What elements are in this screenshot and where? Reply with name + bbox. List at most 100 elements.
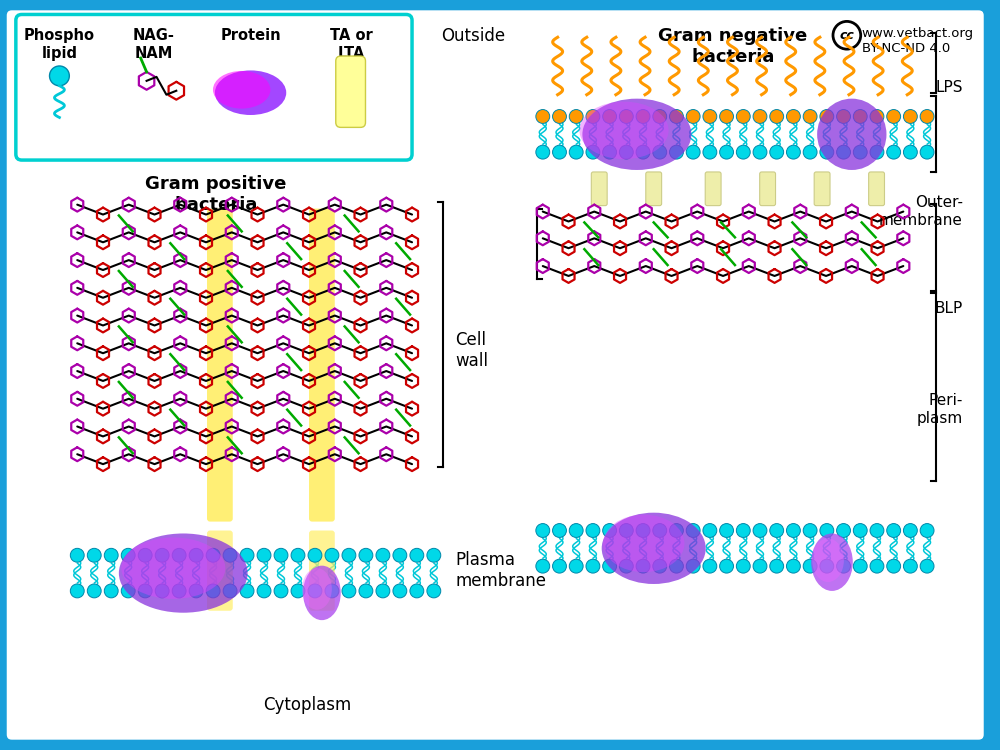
Circle shape: [686, 146, 700, 159]
Text: Outer-
membrane: Outer- membrane: [879, 195, 963, 228]
FancyBboxPatch shape: [207, 530, 233, 610]
Circle shape: [720, 524, 734, 538]
Text: Gram positive
bacteria: Gram positive bacteria: [145, 175, 287, 214]
Text: Phospho
lipid: Phospho lipid: [24, 28, 95, 61]
Circle shape: [720, 560, 734, 573]
Circle shape: [172, 548, 186, 562]
Circle shape: [853, 524, 867, 538]
Circle shape: [736, 146, 750, 159]
Circle shape: [887, 110, 901, 124]
Circle shape: [308, 584, 322, 598]
Circle shape: [569, 146, 583, 159]
Circle shape: [803, 524, 817, 538]
Ellipse shape: [213, 71, 270, 109]
Circle shape: [87, 548, 101, 562]
Circle shape: [536, 146, 550, 159]
Circle shape: [670, 146, 683, 159]
Text: Plasma
membrane: Plasma membrane: [456, 550, 547, 590]
Circle shape: [359, 584, 373, 598]
Circle shape: [342, 548, 356, 562]
Circle shape: [753, 524, 767, 538]
Circle shape: [536, 110, 550, 124]
Circle shape: [410, 584, 424, 598]
Circle shape: [653, 110, 667, 124]
Circle shape: [786, 110, 800, 124]
Circle shape: [853, 146, 867, 159]
Circle shape: [636, 110, 650, 124]
Text: www.vetbact.org
BY-NC-ND 4.0: www.vetbact.org BY-NC-ND 4.0: [862, 27, 974, 56]
Circle shape: [393, 584, 407, 598]
Circle shape: [206, 548, 220, 562]
Circle shape: [653, 146, 667, 159]
Circle shape: [536, 560, 550, 573]
Circle shape: [786, 524, 800, 538]
Circle shape: [155, 548, 169, 562]
Circle shape: [619, 524, 633, 538]
FancyBboxPatch shape: [16, 14, 412, 160]
Circle shape: [837, 524, 850, 538]
FancyBboxPatch shape: [646, 172, 662, 206]
Circle shape: [736, 110, 750, 124]
Circle shape: [920, 560, 934, 573]
Circle shape: [553, 524, 566, 538]
Circle shape: [172, 584, 186, 598]
Circle shape: [636, 560, 650, 573]
Ellipse shape: [603, 514, 684, 572]
Circle shape: [121, 548, 135, 562]
Circle shape: [820, 524, 834, 538]
Circle shape: [903, 110, 917, 124]
Circle shape: [703, 524, 717, 538]
Circle shape: [104, 584, 118, 598]
Ellipse shape: [121, 538, 225, 598]
Circle shape: [753, 110, 767, 124]
Circle shape: [619, 560, 633, 573]
Text: LPS: LPS: [935, 80, 963, 95]
Circle shape: [586, 524, 600, 538]
Circle shape: [536, 524, 550, 538]
Circle shape: [603, 524, 617, 538]
Circle shape: [223, 548, 237, 562]
Text: Outside: Outside: [441, 27, 506, 45]
Text: Gram negative
bacteria: Gram negative bacteria: [658, 27, 808, 66]
Text: Cytoplasm: Cytoplasm: [263, 696, 351, 714]
Ellipse shape: [817, 99, 886, 170]
Circle shape: [753, 146, 767, 159]
Ellipse shape: [812, 538, 844, 582]
Circle shape: [770, 146, 784, 159]
Circle shape: [410, 548, 424, 562]
Circle shape: [670, 524, 683, 538]
Ellipse shape: [119, 533, 248, 613]
Ellipse shape: [215, 70, 286, 115]
Circle shape: [121, 584, 135, 598]
Circle shape: [837, 110, 850, 124]
Circle shape: [703, 560, 717, 573]
Circle shape: [553, 110, 566, 124]
Circle shape: [223, 584, 237, 598]
Circle shape: [753, 560, 767, 573]
Ellipse shape: [602, 513, 706, 584]
Circle shape: [887, 146, 901, 159]
Circle shape: [586, 560, 600, 573]
Circle shape: [870, 560, 884, 573]
Circle shape: [553, 146, 566, 159]
Circle shape: [887, 560, 901, 573]
Circle shape: [920, 110, 934, 124]
Circle shape: [870, 110, 884, 124]
Circle shape: [70, 584, 84, 598]
Circle shape: [803, 146, 817, 159]
Circle shape: [603, 110, 617, 124]
Circle shape: [87, 584, 101, 598]
Circle shape: [670, 560, 683, 573]
Circle shape: [586, 146, 600, 159]
Circle shape: [853, 560, 867, 573]
Circle shape: [920, 146, 934, 159]
Circle shape: [720, 146, 734, 159]
Circle shape: [820, 110, 834, 124]
Circle shape: [603, 146, 617, 159]
Ellipse shape: [811, 533, 853, 591]
Circle shape: [670, 110, 683, 124]
FancyBboxPatch shape: [309, 530, 335, 610]
Circle shape: [920, 524, 934, 538]
FancyBboxPatch shape: [869, 172, 884, 206]
Circle shape: [703, 110, 717, 124]
